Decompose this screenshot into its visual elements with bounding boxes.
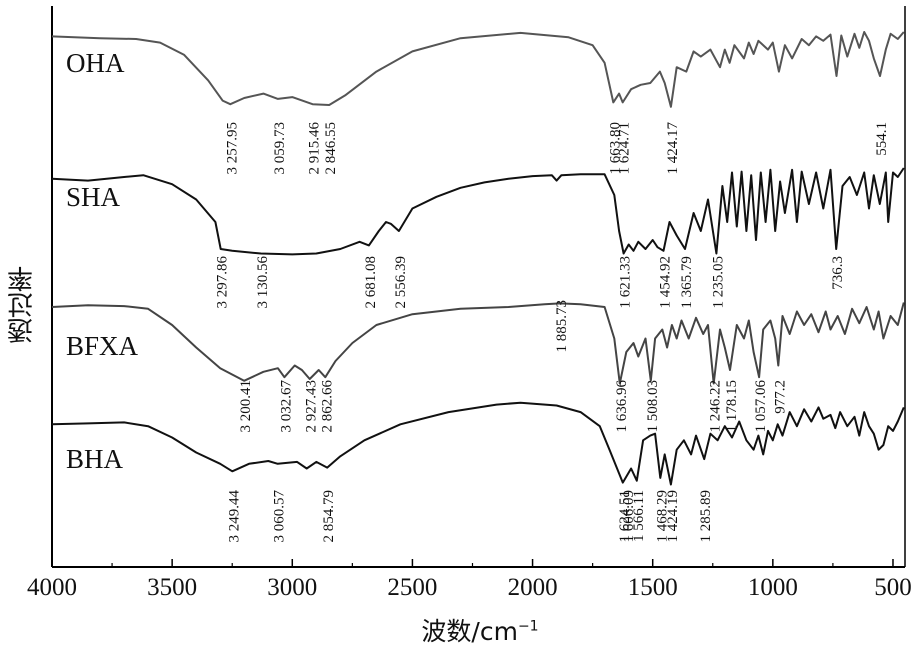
x-tick-label: 3500 [147,574,197,601]
x-tick-label: 500 [874,574,912,601]
peak-label-oha: 3 257.95 [224,122,240,175]
peak-label-sha: 1 454.92 [658,256,674,309]
peak-label-oha: 1 663.80 [607,122,623,175]
peak-label-sha: 736.3 [830,256,846,290]
x-axis-label-exponent: −1 [517,618,539,635]
peak-label-bha: 1 606.09 [621,490,637,543]
x-axis-label: 波数/cm−1 [380,612,580,648]
peak-label-bfxa: 1 508.03 [645,380,661,433]
peak-label-bfxa: 2 927.43 [304,380,320,433]
peak-label-bha: 2 854.79 [321,490,337,542]
y-axis-label: 透过率 [7,266,38,344]
peak-label-bha: 1 624.51 [617,490,633,543]
series-label-sha: SHA [66,182,121,212]
peak-label-oha: 3 059.73 [272,122,288,175]
peak-label-sha: 3 130.56 [255,255,271,308]
x-tick-label: 4000 [27,574,77,601]
series-line-oha [51,31,905,108]
peak-label-bfxa: 3 032.67 [278,379,294,432]
peak-label-sha: 3 297.86 [215,255,231,308]
series-label-oha: OHA [66,48,125,78]
peak-label-oha: 554.1 [874,122,890,156]
peak-label-sha: 1 365.79 [679,256,695,309]
peak-label-bfxa: 1 636.96 [614,380,630,433]
series-label-bha: BHA [66,444,124,474]
x-axis-label-text: 波数/cm [421,617,518,646]
peak-label-oha: 1 624.71 [617,122,633,175]
peak-label-sha: 2 681.08 [363,256,379,309]
x-tick-label: 1500 [628,574,678,601]
peak-label-oha: 2 915.46 [307,122,323,175]
peak-label-bfxa: 2 862.66 [319,380,335,433]
peak-label-oha: 2 846.55 [323,122,339,175]
series-line-sha [51,167,905,256]
x-tick-label: 1000 [748,574,798,601]
peak-label-bfxa: 1 885.73 [554,300,570,353]
x-tick-label: 3000 [267,574,317,601]
x-tick-label: 2500 [387,574,437,601]
peak-label-bha: 3 060.57 [272,489,288,542]
x-tick-label: 2000 [508,574,558,601]
peak-label-sha: 1 621.33 [618,256,634,309]
peak-label-oha: 1 424.17 [665,121,681,174]
series-line-bfxa [51,302,905,385]
peak-label-sha: 2 556.39 [393,256,409,309]
peak-label-bfxa: 1 178.15 [724,380,740,433]
peak-label-bfxa: 1 246.22 [708,380,724,433]
peak-label-sha: 1 235.05 [710,256,726,309]
peak-label-bfxa: 3 200.41 [238,380,254,433]
peak-label-bha: 3 249.44 [226,489,242,542]
peak-label-bfxa: 1 057.06 [753,379,769,432]
peak-label-bfxa: 977.2 [772,380,788,414]
peak-label-bha: 1 468.29 [654,490,670,543]
series-line-bha [51,401,905,486]
peak-label-bha: 1 285.89 [698,490,714,543]
peak-label-bha: 1 566.11 [631,490,647,542]
peak-label-bha: 1 424.19 [665,490,681,543]
series-label-bfxa: BFXA [66,331,139,361]
